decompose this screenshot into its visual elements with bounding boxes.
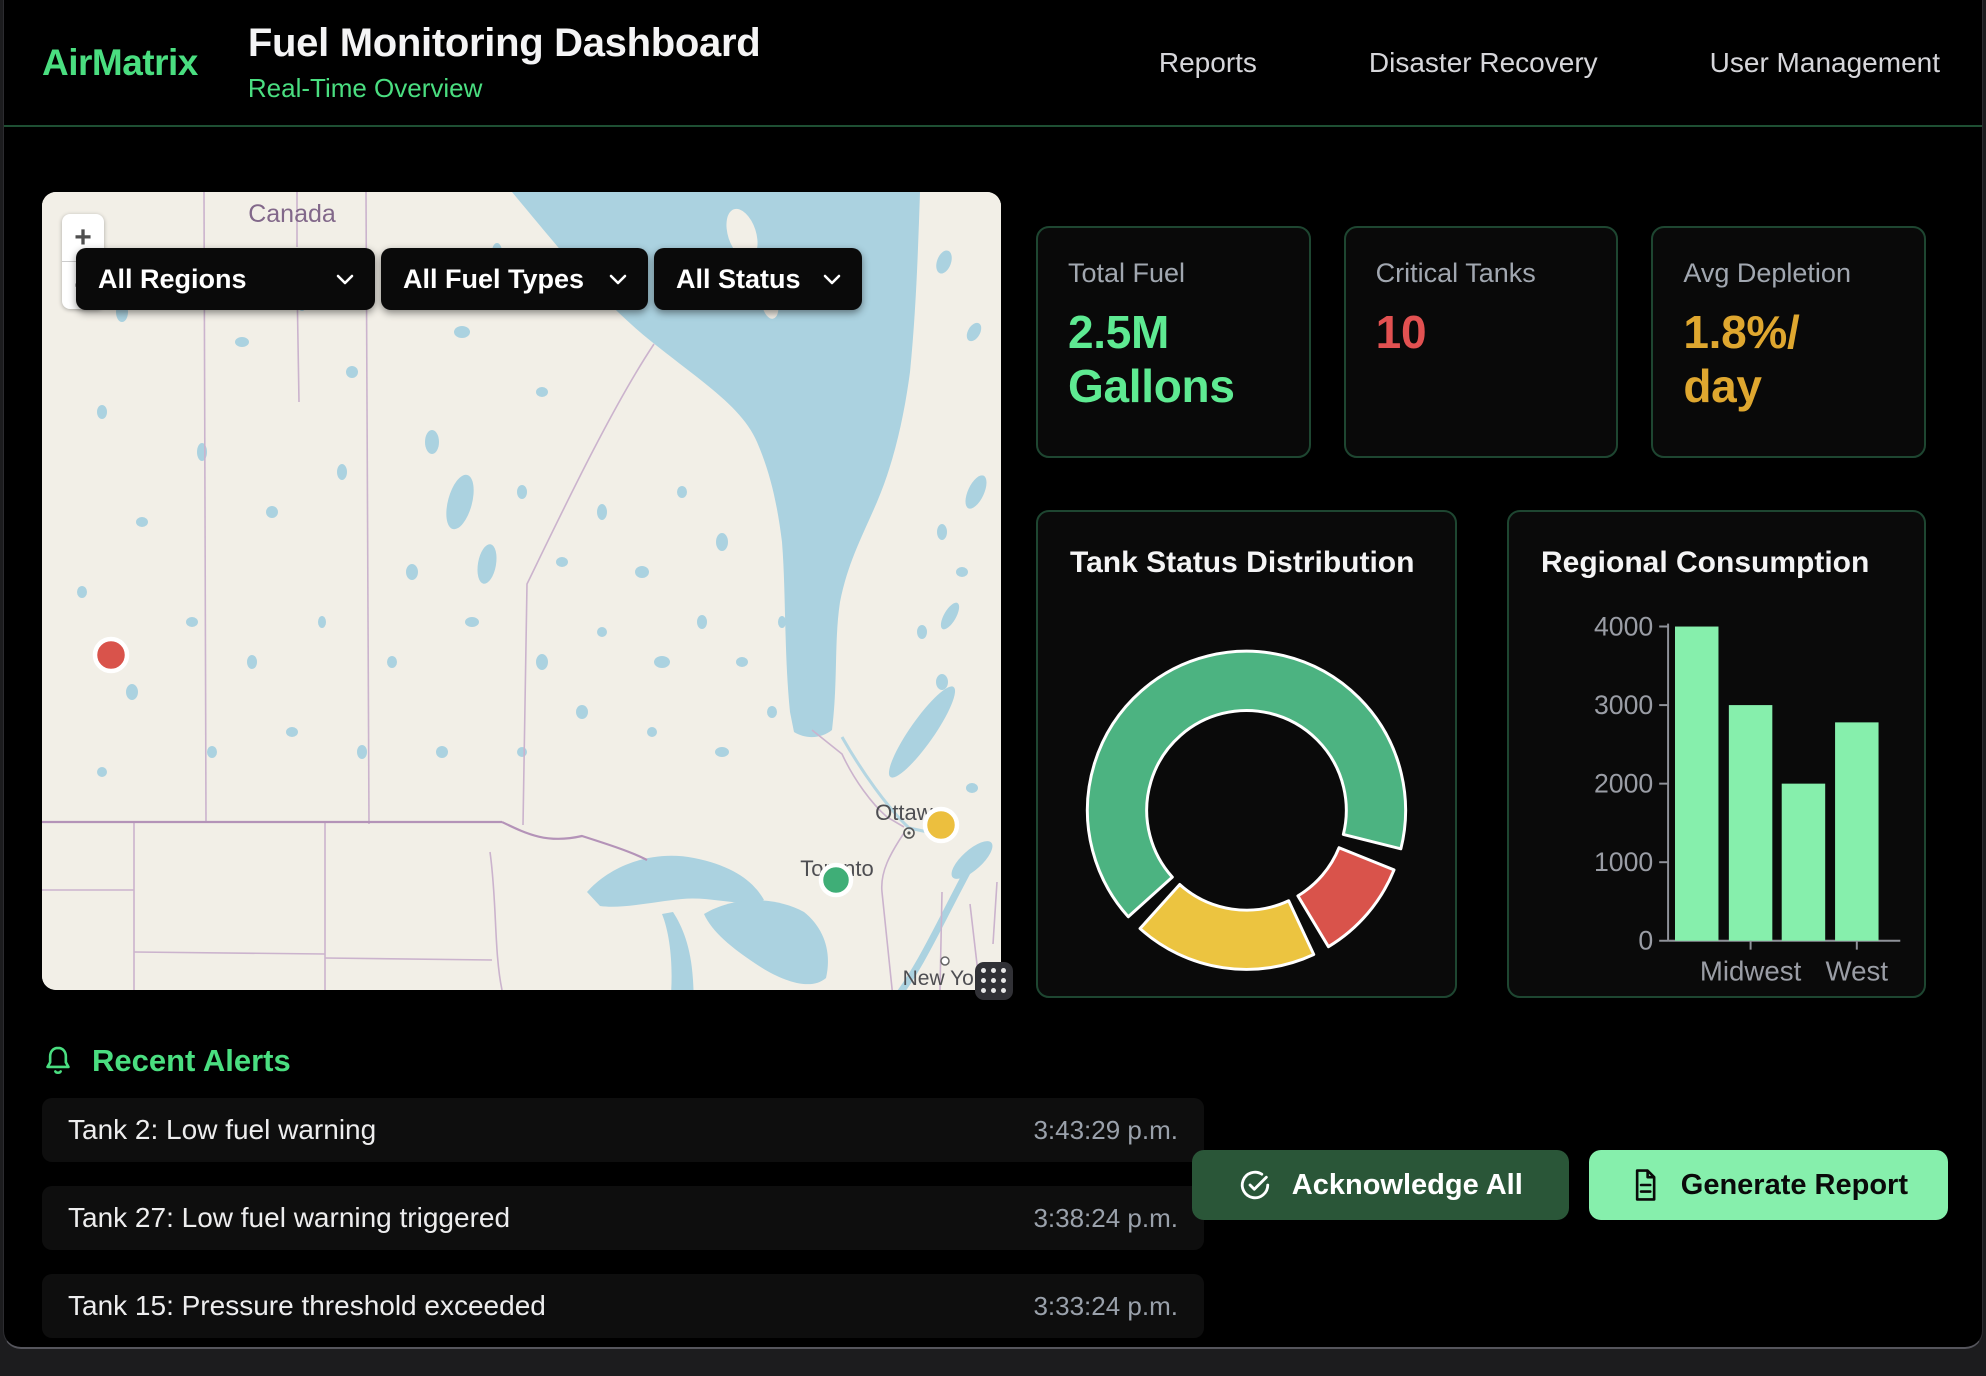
alert-text: Tank 15: Pressure threshold exceeded bbox=[68, 1290, 546, 1321]
zoom-in-button[interactable]: + bbox=[74, 220, 92, 254]
map[interactable]: Canada Ottawa Toronto New York bbox=[42, 192, 1001, 990]
header: AirMatrix Fuel Monitoring Dashboard Real… bbox=[4, 0, 1982, 127]
alert-timestamp: 3:33:24 p.m. bbox=[1033, 1290, 1178, 1321]
map-label-new-york: New York bbox=[903, 967, 992, 990]
donut-chart-title: Tank Status Distribution bbox=[1070, 546, 1415, 579]
generate-report-button[interactable]: Generate Report bbox=[1588, 1150, 1948, 1220]
nav-item-user-management[interactable]: User Management bbox=[1709, 46, 1940, 78]
svg-text:1000: 1000 bbox=[1594, 847, 1653, 877]
region-filter-value: All Regions bbox=[98, 263, 247, 294]
map-panel: Canada Ottawa Toronto New York + − bbox=[42, 192, 1013, 1000]
acknowledge-all-button[interactable]: Acknowledge All bbox=[1191, 1150, 1569, 1220]
main-content: Canada Ottawa Toronto New York + − bbox=[4, 127, 1982, 1000]
app-logo: AirMatrix bbox=[42, 41, 198, 83]
national-border bbox=[42, 820, 648, 861]
document-icon bbox=[1635, 1169, 1656, 1201]
map-label-canada: Canada bbox=[248, 200, 336, 228]
right-column: Total Fuel 2.5M Gallons Critical Tanks 1… bbox=[1036, 192, 1927, 998]
stat-card-critical-tanks: Critical Tanks 10 bbox=[1343, 226, 1619, 458]
alert-timestamp: 3:43:29 p.m. bbox=[1033, 1114, 1178, 1145]
province-borders bbox=[42, 192, 998, 990]
stat-value: 10 bbox=[1375, 306, 1427, 358]
region-filter-dropdown[interactable]: All Regions bbox=[76, 248, 375, 310]
svg-text:3000: 3000 bbox=[1594, 690, 1653, 720]
svg-text:West: West bbox=[1826, 955, 1889, 986]
alert-actions: Acknowledge All Generate Report bbox=[1191, 1150, 1948, 1220]
map-filter-bar: All Regions All Fuel Types All Status bbox=[76, 248, 862, 310]
recent-alerts-section: Recent Alerts Tank 2: Low fuel warning 3… bbox=[4, 1038, 1982, 1338]
status-filter-value: All Status bbox=[676, 263, 801, 294]
fuel-type-filter-dropdown[interactable]: All Fuel Types bbox=[381, 248, 648, 310]
stat-label: Avg Depletion bbox=[1683, 258, 1851, 288]
stat-card-avg-depletion: Avg Depletion 1.8%/ day bbox=[1651, 226, 1927, 458]
alert-row[interactable]: Tank 27: Low fuel warning triggered 3:38… bbox=[42, 1186, 1204, 1250]
svg-text:Midwest: Midwest bbox=[1700, 955, 1802, 986]
bell-icon bbox=[46, 1046, 70, 1075]
chevron-down-icon bbox=[336, 274, 354, 285]
stats-row: Total Fuel 2.5M Gallons Critical Tanks 1… bbox=[1036, 226, 1927, 458]
svg-text:4000: 4000 bbox=[1594, 611, 1653, 641]
svg-text:0: 0 bbox=[1638, 926, 1653, 956]
nav-item-disaster-recovery[interactable]: Disaster Recovery bbox=[1368, 46, 1598, 78]
title-block: Fuel Monitoring Dashboard Real-Time Over… bbox=[247, 21, 761, 104]
main-nav: Reports Disaster Recovery User Managemen… bbox=[1159, 47, 1944, 79]
alerts-header: Recent Alerts bbox=[42, 1038, 1946, 1084]
donut-chart bbox=[1085, 649, 1408, 971]
charts-row: Tank Status Distribution Regional Consum… bbox=[1036, 510, 1926, 998]
generate-report-label: Generate Report bbox=[1680, 1168, 1908, 1201]
stat-label: Total Fuel bbox=[1068, 258, 1186, 288]
map-resize-handle[interactable] bbox=[975, 962, 1013, 1000]
chevron-down-icon bbox=[609, 274, 627, 285]
bar-chart-title: Regional Consumption bbox=[1541, 546, 1870, 579]
alert-text: Tank 2: Low fuel warning bbox=[68, 1114, 377, 1145]
great-lakes bbox=[587, 855, 828, 990]
stat-label: Critical Tanks bbox=[1375, 258, 1536, 288]
nav-item-reports[interactable]: Reports bbox=[1158, 46, 1257, 78]
check-circle-icon bbox=[1240, 1170, 1269, 1200]
map-canvas: Canada Ottawa Toronto New York bbox=[42, 192, 1001, 990]
alert-row[interactable]: Tank 2: Low fuel warning 3:43:29 p.m. bbox=[42, 1098, 1204, 1162]
alert-list: Tank 2: Low fuel warning 3:43:29 p.m. Ta… bbox=[42, 1098, 1204, 1338]
alerts-title: Recent Alerts bbox=[92, 1043, 291, 1078]
tank-markers[interactable] bbox=[92, 636, 960, 898]
acknowledge-all-label: Acknowledge All bbox=[1291, 1168, 1523, 1201]
status-filter-dropdown[interactable]: All Status bbox=[654, 248, 862, 310]
svg-text:2000: 2000 bbox=[1594, 769, 1653, 799]
regional-consumption-card: Regional Consumption 0 1000 2000 3000 4000 Mi… bbox=[1507, 510, 1926, 998]
alert-row[interactable]: Tank 15: Pressure threshold exceeded 3:3… bbox=[42, 1274, 1204, 1338]
fuel-type-filter-value: All Fuel Types bbox=[403, 263, 585, 294]
alert-text: Tank 27: Low fuel warning triggered bbox=[68, 1202, 511, 1233]
bar-chart: 0 1000 2000 3000 4000 Midwest West bbox=[1594, 611, 1901, 986]
stat-card-total-fuel: Total Fuel 2.5M Gallons bbox=[1036, 226, 1311, 458]
stat-value: 1.8%/ day bbox=[1683, 306, 1800, 413]
chevron-down-icon bbox=[823, 274, 841, 285]
tank-status-card: Tank Status Distribution bbox=[1036, 510, 1457, 998]
page-title: Fuel Monitoring Dashboard bbox=[247, 21, 761, 65]
stat-value: 2.5M Gallons bbox=[1068, 306, 1235, 413]
hudson-bay-water bbox=[512, 192, 920, 738]
alert-timestamp: 3:38:24 p.m. bbox=[1033, 1202, 1178, 1233]
page-subtitle: Real-Time Overview bbox=[247, 73, 483, 103]
dashboard-root: AirMatrix Fuel Monitoring Dashboard Real… bbox=[3, 0, 1983, 1349]
